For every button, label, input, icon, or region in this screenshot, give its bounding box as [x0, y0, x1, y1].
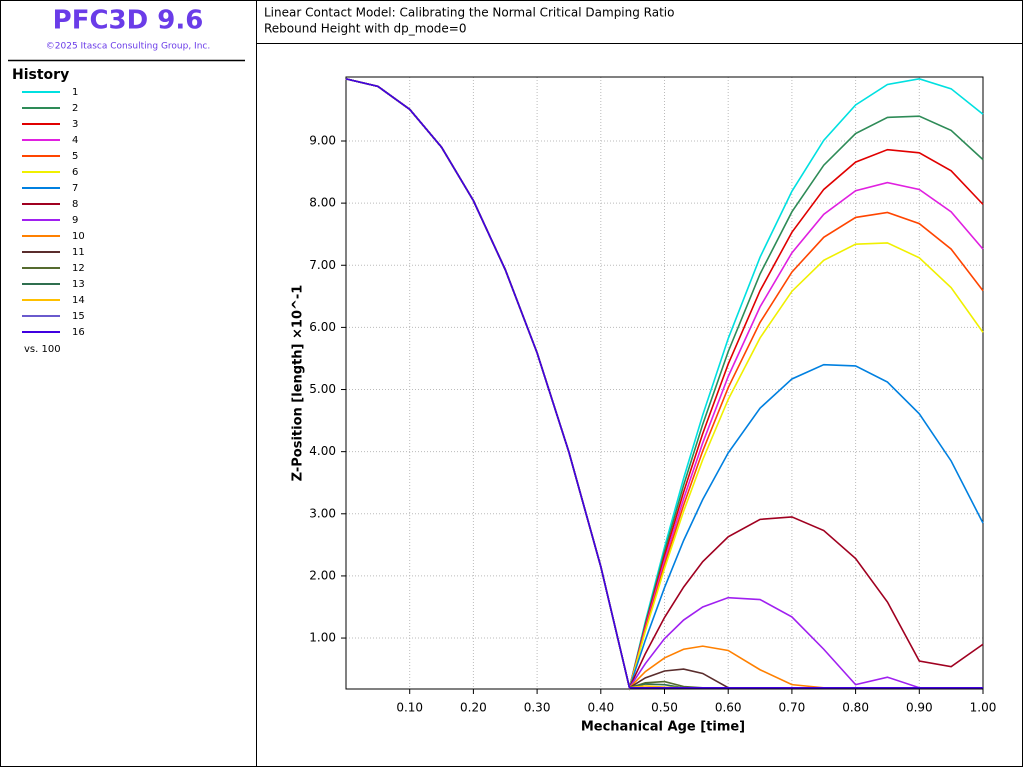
plot-frame: [345, 76, 984, 690]
y-tick-label: 2.00: [309, 568, 336, 582]
y-tick-label: 7.00: [309, 258, 336, 272]
legend-label: 9: [72, 215, 78, 226]
x-tick-label: 0.20: [460, 701, 487, 715]
legend-label: 10: [72, 231, 85, 242]
legend-footer: vs. 100: [24, 344, 61, 355]
y-tick-label: 9.00: [309, 133, 336, 147]
x-tick-label: 0.40: [587, 701, 614, 715]
x-axis-label: Mechanical Age [time]: [581, 720, 745, 735]
legend-label: 6: [72, 167, 78, 178]
y-tick-label: 1.00: [309, 631, 336, 645]
legend-title: History: [12, 67, 69, 83]
y-tick-label: 6.00: [309, 320, 336, 334]
legend-label: 4: [72, 135, 78, 146]
chart-title: Linear Contact Model: Calibrating the No…: [264, 6, 674, 20]
legend-label: 5: [72, 151, 78, 162]
legend-label: 15: [72, 311, 85, 322]
y-tick-label: 5.00: [309, 382, 336, 396]
x-tick-label: 0.50: [651, 701, 678, 715]
legend-label: 11: [72, 247, 85, 258]
legend-label: 1: [72, 87, 78, 98]
legend-label: 7: [72, 183, 78, 194]
legend-label: 16: [72, 327, 85, 338]
x-tick-label: 0.30: [524, 701, 551, 715]
copyright: ©2025 Itasca Consulting Group, Inc.: [46, 42, 210, 52]
x-tick-label: 0.90: [906, 701, 933, 715]
x-tick-label: 0.80: [842, 701, 869, 715]
y-tick-label: 3.00: [309, 506, 336, 520]
legend-label: 3: [72, 119, 78, 130]
y-axis-label: Z-Position [length] ×10^-1: [291, 285, 306, 482]
x-tick-label: 0.10: [396, 701, 423, 715]
y-tick-label: 8.00: [309, 196, 336, 210]
app-title: PFC3D 9.6: [53, 6, 204, 36]
legend-label: 14: [72, 295, 85, 306]
chart-subtitle: Rebound Height with dp_mode=0: [264, 22, 467, 36]
legend-label: 12: [72, 263, 85, 274]
x-tick-label: 1.00: [970, 701, 997, 715]
legend-label: 2: [72, 103, 78, 114]
legend-label: 13: [72, 279, 85, 290]
x-tick-label: 0.70: [779, 701, 806, 715]
series-line: [345, 78, 983, 689]
x-tick-label: 0.60: [715, 701, 742, 715]
y-tick-label: 4.00: [309, 444, 336, 458]
legend-label: 8: [72, 199, 78, 210]
